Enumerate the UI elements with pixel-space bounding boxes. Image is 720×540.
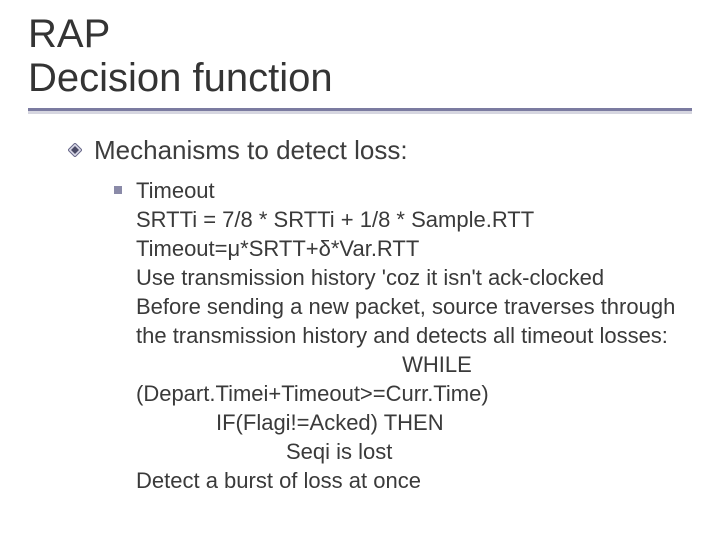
title-underline [28, 108, 692, 111]
body-text-while: WHILE (Depart.Timei+Timeout>=Curr.Time) [136, 352, 489, 406]
content-area: Mechanisms to detect loss: Timeout SRTTi… [28, 135, 692, 495]
level1-text: Mechanisms to detect loss: [94, 135, 408, 166]
square-bullet-icon [114, 186, 122, 194]
level2-label: Timeout [136, 176, 692, 205]
title-line-2: Decision function [28, 56, 333, 100]
level2-body: Timeout SRTTi = 7/8 * SRTTi + 1/8 * Samp… [136, 176, 692, 495]
slide: RAP Decision function Mechanisms to dete… [0, 0, 720, 540]
body-line: Detect a burst of loss at once [136, 466, 692, 495]
bullet-level2: Timeout SRTTi = 7/8 * SRTTi + 1/8 * Samp… [114, 176, 692, 495]
bullet-level1: Mechanisms to detect loss: [68, 135, 692, 166]
body-line: SRTTi = 7/8 * SRTTi + 1/8 * Sample.RTT [136, 205, 692, 234]
diamond-bullet-icon [68, 143, 82, 157]
body-line: Use transmission history 'coz it isn't a… [136, 263, 692, 292]
body-line: Seqi is lost [136, 437, 692, 466]
title-line-1: RAP [28, 12, 110, 56]
slide-title: RAP Decision function [28, 12, 692, 100]
level2-container: Timeout SRTTi = 7/8 * SRTTi + 1/8 * Samp… [68, 176, 692, 495]
body-text: Before sending a new packet, source trav… [136, 294, 675, 348]
body-line: IF(Flagi!=Acked) THEN [136, 408, 692, 437]
body-line: Timeout=μ*SRTT+δ*Var.RTT [136, 234, 692, 263]
body-line: Before sending a new packet, source trav… [136, 292, 692, 408]
